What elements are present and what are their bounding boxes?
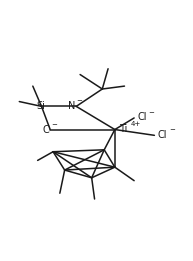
Text: Cl: Cl bbox=[157, 130, 167, 140]
Text: Si: Si bbox=[36, 101, 45, 111]
Text: Cl: Cl bbox=[137, 112, 146, 122]
Text: −: − bbox=[149, 110, 154, 116]
Text: −: − bbox=[169, 127, 175, 133]
Text: −: − bbox=[52, 122, 57, 128]
Text: −: − bbox=[76, 98, 82, 104]
Text: Ti: Ti bbox=[119, 123, 127, 134]
Text: C: C bbox=[42, 124, 49, 134]
Text: 4+: 4+ bbox=[131, 121, 141, 127]
Text: N: N bbox=[68, 101, 75, 111]
